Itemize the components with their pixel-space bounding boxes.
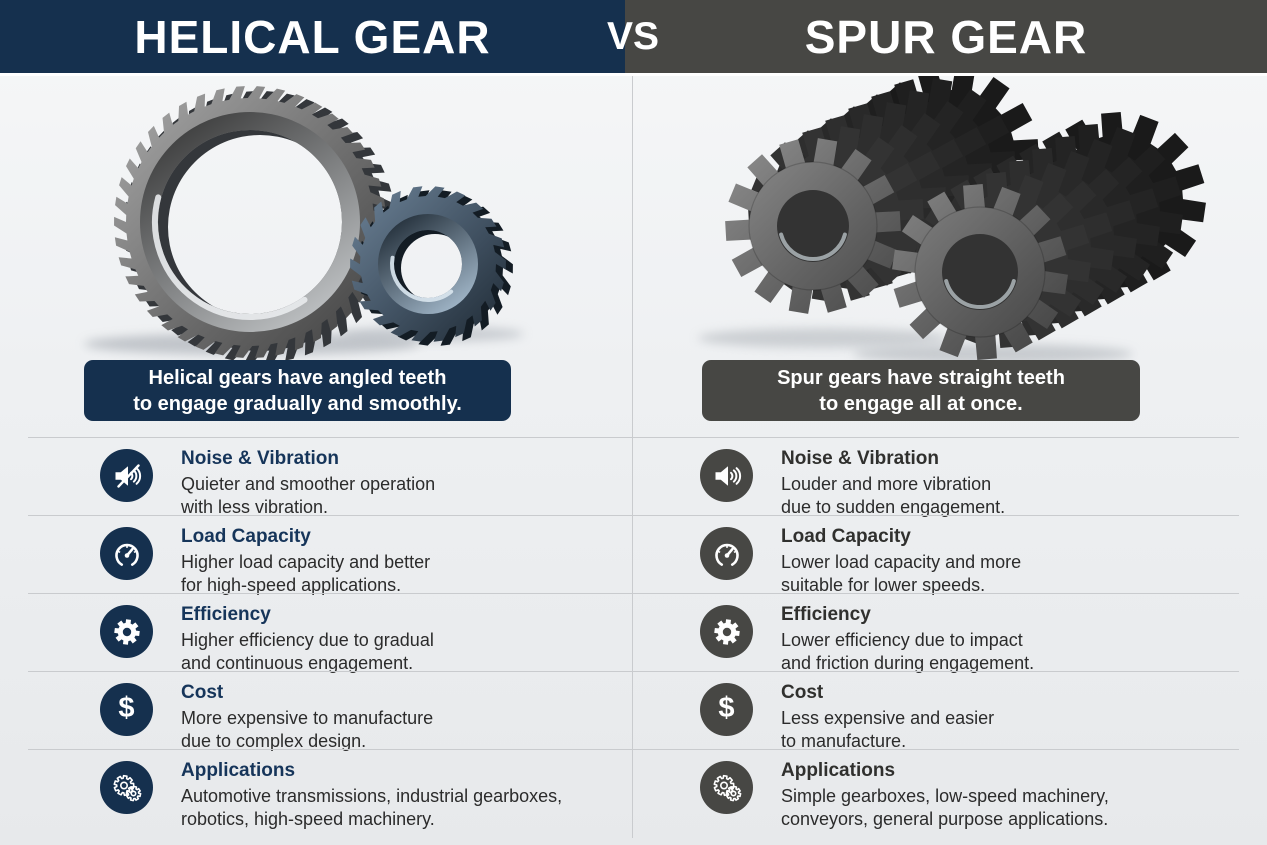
row-cost: $ Cost More expensive to manufacture due… xyxy=(0,671,1267,751)
dollar-glyph: $ xyxy=(118,692,135,724)
feature-title: Noise & Vibration xyxy=(181,448,340,469)
spur-cost-cell: $ Cost Less expensive and easier to manu… xyxy=(633,671,1266,751)
feature-title: Cost xyxy=(181,682,224,703)
spur-gears-image xyxy=(633,76,1267,364)
vs-label: VS xyxy=(606,14,660,58)
volume-icon xyxy=(100,449,153,502)
feature-description: Automotive transmissions, industrial gea… xyxy=(181,786,563,829)
gears-icon xyxy=(700,761,753,814)
helical-efficiency-cell: Efficiency Higher efficiency due to grad… xyxy=(0,593,633,673)
dollar-glyph: $ xyxy=(718,692,735,724)
row-noise-vibration: Noise & Vibration Quieter and smoother o… xyxy=(0,437,1267,517)
helical-applications-cell: Applications Automotive transmissions, i… xyxy=(0,749,633,845)
header-right-panel: SPUR GEAR xyxy=(625,0,1267,73)
spur-efficiency-cell: Efficiency Lower efficiency due to impac… xyxy=(633,593,1266,673)
feature-description: Simple gearboxes, low-speed machinery, c… xyxy=(781,786,1109,829)
feature-description: Higher load capacity and better for high… xyxy=(181,552,431,595)
feature-title: Applications xyxy=(781,760,896,781)
volume-icon xyxy=(700,449,753,502)
helical-gear-title: HELICAL GEAR xyxy=(134,10,491,63)
header: HELICAL GEAR SPUR GEAR xyxy=(0,0,1267,73)
feature-title: Efficiency xyxy=(181,604,271,625)
feature-description: Higher efficiency due to gradual and con… xyxy=(181,630,434,673)
row-efficiency: Efficiency Higher efficiency due to grad… xyxy=(0,593,1267,673)
spur-caption: Spur gears have straight teeth to engage… xyxy=(702,360,1140,421)
feature-description: Lower load capacity and more suitable fo… xyxy=(781,552,1022,595)
feature-description: Quieter and smoother operation with less… xyxy=(181,474,436,517)
header-left-panel: HELICAL GEAR xyxy=(0,0,625,73)
helical-gears-image xyxy=(0,76,633,364)
feature-title: Load Capacity xyxy=(181,526,311,547)
helical-noise-cell: Noise & Vibration Quieter and smoother o… xyxy=(0,437,633,517)
feature-title: Applications xyxy=(181,760,296,781)
header-underline xyxy=(0,73,1267,76)
feature-description: Lower efficiency due to impact and frict… xyxy=(781,630,1035,673)
feature-description: Less expensive and easier to manufacture… xyxy=(781,708,995,751)
feature-description: More expensive to manufacture due to com… xyxy=(181,708,434,751)
gears-icon xyxy=(100,761,153,814)
row-applications: Applications Automotive transmissions, i… xyxy=(0,749,1267,845)
helical-caption: Helical gears have angled teeth to engag… xyxy=(84,360,511,421)
comparison-rows: Noise & Vibration Quieter and smoother o… xyxy=(0,437,1267,845)
feature-description: Louder and more vibration due to sudden … xyxy=(781,474,1006,517)
row-load-capacity: Load Capacity Higher load capacity and b… xyxy=(0,515,1267,595)
spur-applications-cell: Applications Simple gearboxes, low-speed… xyxy=(633,749,1266,845)
gear-icon xyxy=(700,605,753,658)
feature-title: Cost xyxy=(781,682,824,703)
spur-noise-cell: Noise & Vibration Louder and more vibrat… xyxy=(633,437,1266,517)
gauge-icon xyxy=(100,527,153,580)
feature-title: Efficiency xyxy=(781,604,871,625)
feature-title: Load Capacity xyxy=(781,526,911,547)
spur-gears-illustration xyxy=(698,76,1206,364)
helical-load-cell: Load Capacity Higher load capacity and b… xyxy=(0,515,633,595)
spur-load-cell: Load Capacity Lower load capacity and mo… xyxy=(633,515,1266,595)
gear-icon xyxy=(100,605,153,658)
feature-title: Noise & Vibration xyxy=(781,448,940,469)
gauge-icon xyxy=(700,527,753,580)
center-divider xyxy=(632,76,633,838)
dollar-icon: $ xyxy=(700,683,753,736)
helical-gears-illustration xyxy=(84,86,524,363)
helical-cost-cell: $ Cost More expensive to manufacture due… xyxy=(0,671,633,751)
dollar-icon: $ xyxy=(100,683,153,736)
spur-gear-title: SPUR GEAR xyxy=(804,10,1088,63)
